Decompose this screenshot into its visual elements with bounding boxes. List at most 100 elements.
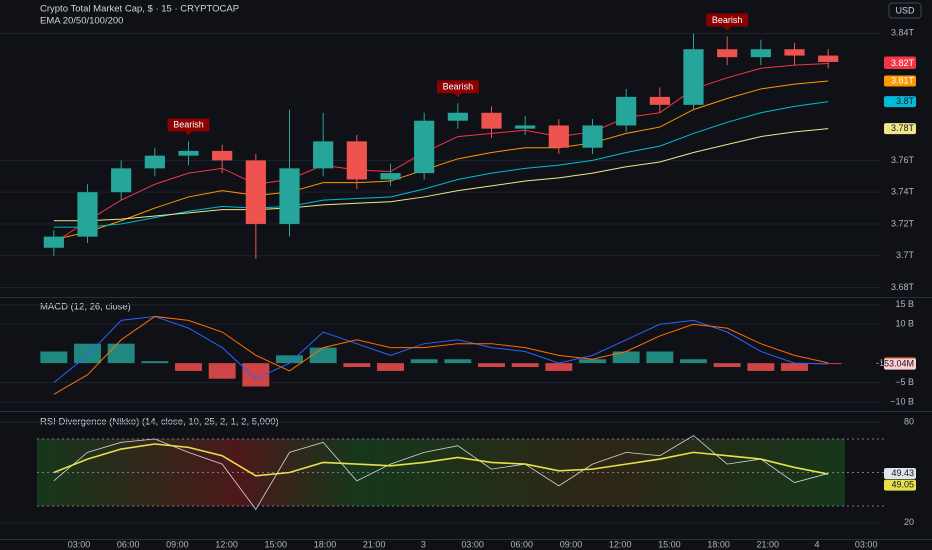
x-tick-label: 03:00: [68, 539, 91, 549]
candle-body: [818, 55, 839, 62]
price-badge: [884, 75, 916, 87]
histogram-bar: [680, 359, 707, 364]
price-badge: [884, 358, 916, 370]
histogram-bar: [74, 343, 101, 364]
x-tick-label: 03:00: [855, 539, 878, 549]
histogram-bar: [781, 363, 808, 371]
annotation-pointer: [723, 26, 732, 31]
price-badge: [884, 479, 916, 491]
candle-body: [582, 125, 603, 148]
histogram-bar: [40, 351, 68, 364]
candle-body: [515, 125, 536, 129]
candle-body: [279, 168, 300, 224]
price-badge-label: 49.43: [891, 468, 914, 478]
ema-line: [53, 80, 829, 241]
macd-title: MACD (12, 26, close): [40, 302, 131, 313]
candle-body: [414, 120, 435, 174]
price-badge: [884, 467, 916, 479]
histogram-bar: [208, 363, 236, 379]
histogram-bar: [646, 351, 674, 364]
price-badge-label: 3.78T: [891, 123, 915, 133]
x-tick-label: 12:00: [215, 539, 238, 549]
y-tick-label: 20: [904, 517, 914, 527]
currency-button[interactable]: [888, 2, 922, 19]
histogram-bar: [713, 363, 741, 368]
price-badge-label: 3.81T: [891, 75, 915, 85]
histogram-bar: [747, 363, 775, 371]
price-badge-label: 49.05: [891, 479, 914, 489]
price-badge: [884, 58, 916, 70]
annotation-pointer: [453, 93, 462, 98]
candle-body: [548, 125, 569, 148]
price-badge-label: 3.82T: [891, 58, 915, 68]
candle-body: [784, 49, 805, 56]
x-tick-label: 15:00: [265, 539, 288, 549]
histogram-bar: [309, 347, 337, 364]
histogram-bar: [478, 363, 505, 368]
chart-title: Crypto Total Market Cap, $ · 15 · CRYPTO…: [40, 4, 239, 15]
histogram-bar: [175, 363, 202, 371]
y-tick-label: 3.74T: [891, 187, 915, 197]
x-tick-label: 06:00: [117, 539, 140, 549]
x-tick-label: 03:00: [461, 539, 484, 549]
x-tick-label: 09:00: [166, 539, 189, 549]
histogram-bar: [444, 359, 472, 364]
candle-body: [212, 150, 233, 161]
annotation-box: [706, 13, 749, 27]
candle-body: [245, 160, 266, 224]
macd-line: [53, 315, 829, 383]
histogram-bar: [410, 359, 438, 364]
y-tick-label: 3.84T: [891, 28, 915, 38]
histogram-bar: [579, 359, 606, 364]
x-tick-label: 12:00: [609, 539, 632, 549]
histogram-bar: [141, 361, 169, 364]
candle-body: [717, 49, 738, 58]
y-tick-label: −5 B: [895, 377, 914, 387]
price-badge-label: 3.8T: [896, 96, 915, 106]
y-tick-label: 10 B: [895, 319, 914, 329]
histogram-bar: [612, 351, 640, 364]
macd-line: [53, 315, 829, 395]
candle-body: [43, 236, 64, 248]
annotation-label: Bearish: [173, 120, 204, 130]
chart-subtitle: EMA 20/50/100/200: [40, 16, 123, 27]
histogram-bar: [107, 343, 135, 364]
x-tick-label: 18:00: [707, 539, 730, 549]
x-tick-label: 4: [814, 539, 819, 549]
annotation-label: Bearish: [712, 15, 743, 25]
annotation-box: [436, 80, 479, 94]
candle-body: [77, 192, 98, 237]
histogram-bar: [343, 363, 371, 368]
y-tick-label: 80: [904, 417, 914, 427]
candle-body: [649, 96, 670, 105]
price-badge: [884, 123, 916, 135]
ema-line: [53, 128, 829, 222]
candle-body: [144, 155, 165, 169]
histogram-bar: [242, 363, 270, 387]
annotation-box: [167, 118, 210, 132]
x-tick-label: 15:00: [658, 539, 681, 549]
y-tick-label: 15 B: [895, 299, 914, 309]
candle-body: [481, 112, 502, 129]
candle-body: [616, 96, 637, 126]
candle-body: [683, 49, 704, 105]
candle-body: [313, 141, 334, 169]
y-tick-label: 3.76T: [891, 155, 915, 165]
x-tick-label: 3: [421, 539, 426, 549]
ema-line: [53, 101, 829, 228]
rsi-line: [53, 435, 829, 511]
annotation-pointer: [184, 131, 193, 136]
candle-body: [111, 168, 132, 193]
candle-body: [346, 141, 367, 180]
y-tick-label: −10 B: [890, 396, 914, 406]
currency-label[interactable]: USD: [895, 5, 915, 15]
histogram-bar: [377, 363, 404, 371]
annotation-label: Bearish: [443, 82, 474, 92]
y-tick-label: 3.7T: [896, 250, 915, 260]
candle-body: [447, 112, 468, 121]
x-tick-label: 09:00: [560, 539, 583, 549]
x-tick-label: 18:00: [314, 539, 337, 549]
x-tick-label: 21:00: [363, 539, 386, 549]
